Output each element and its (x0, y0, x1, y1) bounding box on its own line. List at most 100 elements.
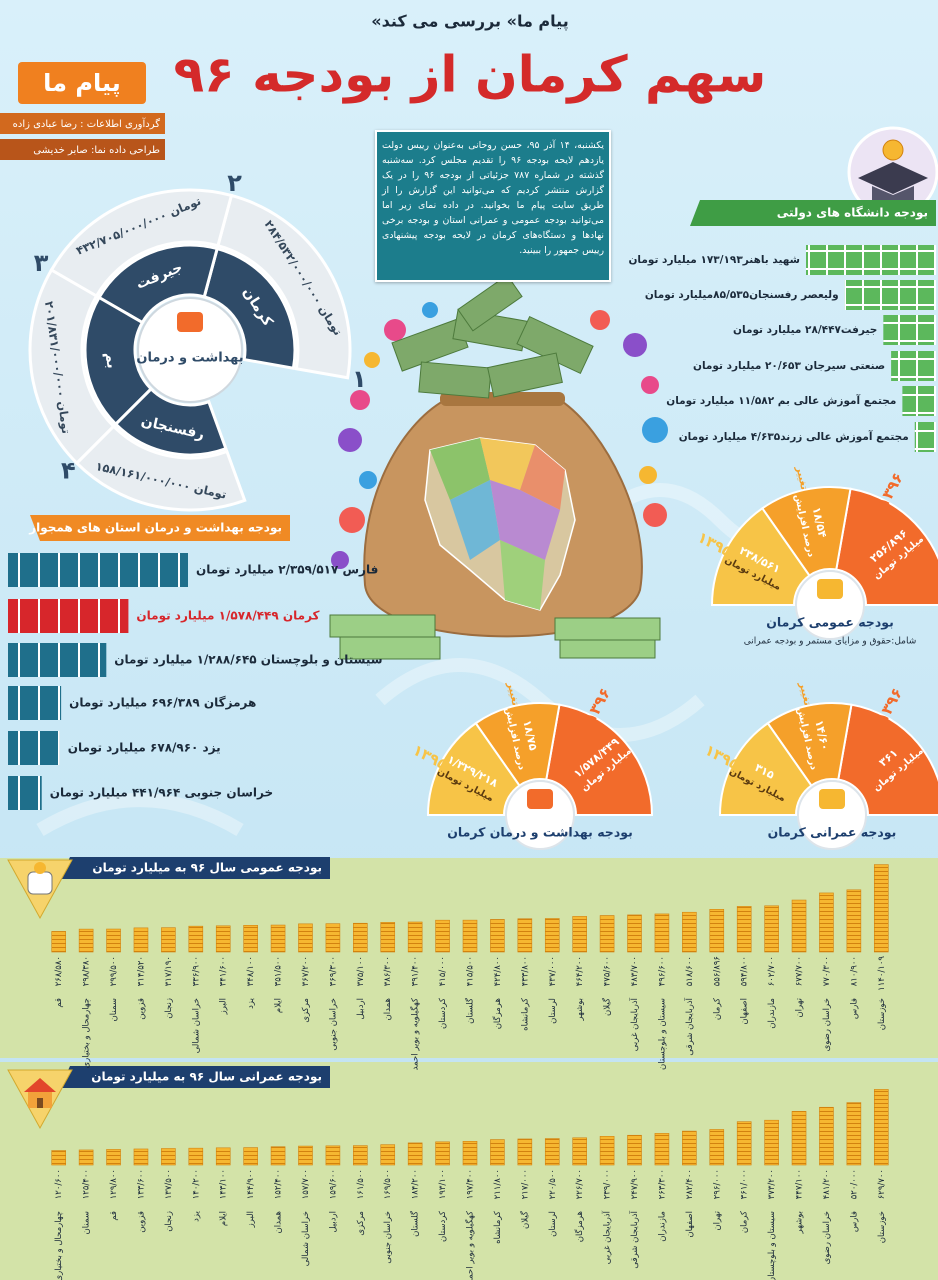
category-label: خراسان جنوبی (328, 998, 338, 1051)
coin-bar (215, 925, 231, 953)
coin-bar (353, 1145, 368, 1166)
city-name: بم (102, 351, 120, 369)
neighbors-header (30, 515, 290, 541)
category-label: ایلام (219, 1211, 229, 1226)
category-label: فارس (849, 1211, 859, 1232)
value-label: ۱۴۳/۱۰۰ (219, 1169, 229, 1199)
coin-bar (517, 1138, 533, 1166)
category-label: سیستان و بلوچستان (657, 998, 667, 1070)
bar-texture (891, 351, 936, 381)
value-label: ۳۵۱/۵۰۰ (274, 956, 284, 986)
chart-background (0, 858, 938, 1058)
value-label: ۱۱۴۰/۱۰۹ (877, 956, 887, 991)
value-label: ۳۳۶/۹۰۰ (191, 956, 201, 986)
category-label: خراسان جنوبی (383, 1211, 393, 1264)
panel-wedge (760, 486, 852, 577)
category-label: زنجان (164, 1211, 174, 1232)
university-label: شهید باهنر۱۷۳/۱۹۳ میلیارد تومان (628, 254, 800, 266)
value-label: ۴۶۴/۲۰۰ (575, 956, 585, 986)
coin-bar (682, 911, 697, 953)
category-label: خراسان رضوی (822, 998, 832, 1051)
category-label: خراسان شمالی (191, 998, 201, 1053)
category-label: هرمزگان (492, 998, 503, 1029)
category-label: بوشهر (575, 998, 585, 1022)
panel-center (797, 780, 867, 850)
category-label: اردبیل (356, 998, 366, 1020)
coin-bar (764, 905, 779, 953)
neighbors-title: بودجه بهداشت و درمان استان های همجوار (28, 521, 282, 536)
coin-bar (243, 1147, 258, 1166)
bar-texture (8, 776, 42, 810)
chart-background (0, 1062, 938, 1280)
medical-kit-icon (177, 312, 203, 332)
panel-title: بودجه عمومی کرمان (766, 615, 894, 630)
bar-texture (8, 599, 129, 633)
coin-bar (873, 864, 889, 953)
category-label: قزوین (136, 1211, 146, 1233)
category-label: قم (54, 998, 64, 1008)
coin-bar (764, 1119, 779, 1166)
value-label: ۳۶۷/۲۰۰ (301, 956, 311, 986)
coin-bar (78, 928, 94, 953)
coin-bar (78, 1149, 94, 1166)
category-label: خراسان شمالی (301, 1211, 311, 1266)
category-label: لرستان (548, 998, 558, 1024)
gauge-center (137, 297, 243, 403)
coin-bar (654, 913, 670, 953)
credit: گردآوری اطلاعات : رضا عبادی زاده (13, 117, 161, 130)
gauge-inner-segment (202, 246, 297, 370)
category-label: گیلان (519, 1210, 530, 1229)
neighbor-label: سیستان و بلوچستان ۱/۲۸۸/۶۴۵ میلیارد توما… (114, 653, 382, 668)
category-label: سمنان (109, 998, 119, 1021)
coin-bar (490, 919, 505, 953)
value-label: ۱۸۴/۲۰۰ (411, 1169, 421, 1199)
change-label: تغییر (505, 680, 521, 707)
university-label: جیرفت۲۸/۴۴۷ میلیارد تومان (733, 324, 877, 336)
category-label: کهگیلویه و بویر احمد (465, 1210, 476, 1280)
university-label: ولیعصر رفسنجان۸۵/۵۳۵میلیارد تومان (645, 289, 839, 301)
category-label: البرز (219, 998, 229, 1015)
bar-texture (806, 245, 936, 275)
city-rank: ۲ (227, 169, 242, 197)
bar-texture (883, 315, 936, 345)
coin-bar (133, 1148, 149, 1166)
bar-texture (8, 731, 60, 765)
value-label: ۲۲۶/۷۰۰ (575, 1169, 585, 1199)
value-label: ۱۶۹/۵۰۰ (383, 1169, 393, 1199)
graduation-icon (847, 126, 938, 218)
coin-bar (133, 927, 149, 953)
value-label: ۱۴۴/۹۰۰ (246, 1169, 256, 1199)
category-label: البرز (246, 1211, 256, 1228)
panel-icon (527, 789, 553, 809)
category-label: مرکزی (301, 998, 311, 1023)
coin-bar (462, 1141, 478, 1166)
category-label: کردستان (438, 997, 448, 1029)
category-label: مرکزی (356, 1211, 366, 1236)
value-label: ۴۸۱/۲۰۰ (822, 1169, 832, 1199)
value-label: ۳۷۳/۲۰۰ (767, 1169, 777, 1199)
category-label: خوزستان (877, 1211, 887, 1243)
value-label: ۱۳۳/۶۰۰ (136, 1169, 146, 1199)
coin-bar (544, 1138, 560, 1166)
coin-bar (243, 925, 258, 953)
category-label: همدان (383, 998, 393, 1020)
gauge-center-label: بهداشت و درمان (136, 351, 243, 366)
panel-wedge (426, 721, 521, 816)
value-label: ۲۱۱/۸۰۰ (493, 1169, 503, 1199)
value-label: ۴۳۳/۸۰۰ (520, 956, 530, 986)
panel-center (505, 780, 575, 850)
coin-bar (435, 919, 450, 953)
category-label: مازندران (767, 998, 777, 1029)
value-label: ۳۶۹/۳۰۰ (328, 956, 338, 986)
value-label: ۱۹۳/۱۰۰ (438, 1169, 448, 1199)
value-label: ۳۴۱/۶۰۰ (219, 956, 229, 986)
category-label: کردستان (438, 1210, 448, 1242)
house-icon (7, 1069, 73, 1130)
panel-icon (817, 579, 843, 599)
change-label: تغییر (797, 680, 813, 707)
category-label: خراسان رضوی (822, 1211, 832, 1264)
coin-bar (736, 1121, 752, 1166)
coin-bar (161, 927, 176, 953)
coin-bar (736, 906, 752, 953)
